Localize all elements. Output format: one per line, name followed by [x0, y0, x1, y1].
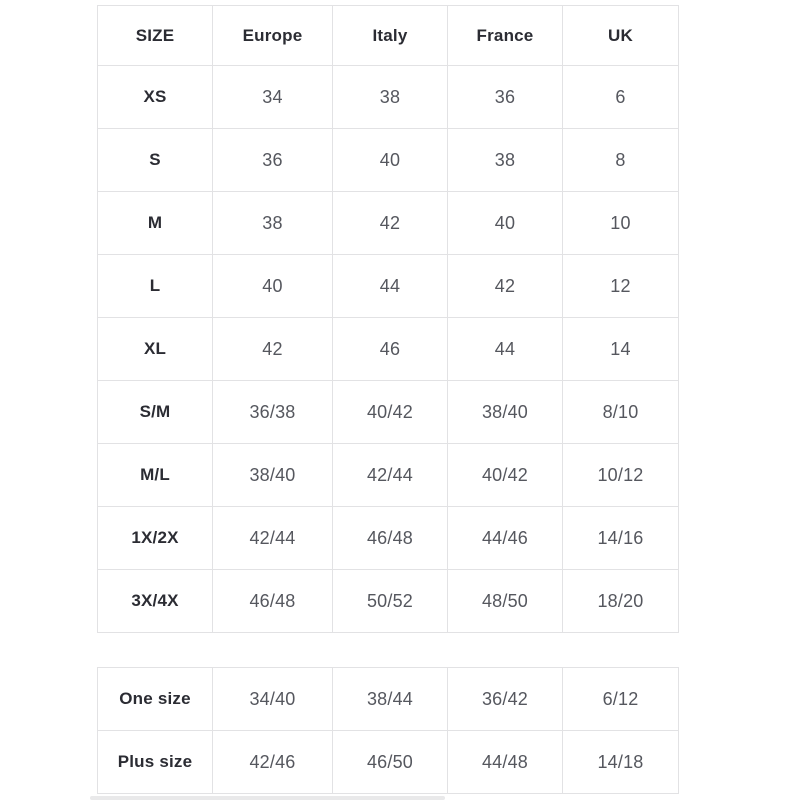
- size-cell: 38: [447, 128, 563, 192]
- size-cell: 38/44: [332, 667, 448, 731]
- size-cell: 12: [562, 254, 679, 318]
- column-header: UK: [562, 5, 679, 66]
- size-cell: 40: [332, 128, 448, 192]
- size-cell: 42/44: [212, 506, 333, 570]
- size-cell: 6/12: [562, 667, 679, 731]
- table-row: 3X/4X 46/48 50/52 48/50 18/20: [97, 569, 679, 633]
- row-label: S: [97, 128, 213, 192]
- table-row: 1X/2X 42/44 46/48 44/46 14/16: [97, 506, 679, 570]
- table-row: Plus size 42/46 46/50 44/48 14/18: [97, 730, 679, 794]
- size-cell: 46/50: [332, 730, 448, 794]
- size-cell: 14/16: [562, 506, 679, 570]
- size-cell: 42/46: [212, 730, 333, 794]
- size-cell: 40: [447, 191, 563, 255]
- size-cell: 40/42: [447, 443, 563, 507]
- size-cell: 34/40: [212, 667, 333, 731]
- size-cell: 42: [332, 191, 448, 255]
- size-cell: 38: [212, 191, 333, 255]
- size-cell: 44: [332, 254, 448, 318]
- row-label: One size: [97, 667, 213, 731]
- size-cell: 42: [447, 254, 563, 318]
- size-cell: 38: [332, 65, 448, 129]
- row-label: M/L: [97, 443, 213, 507]
- table-row: XL 42 46 44 14: [97, 317, 679, 381]
- size-cell: 6: [562, 65, 679, 129]
- row-label: 1X/2X: [97, 506, 213, 570]
- column-header: France: [447, 5, 563, 66]
- size-cell: 46/48: [212, 569, 333, 633]
- table-row: M/L 38/40 42/44 40/42 10/12: [97, 443, 679, 507]
- size-cell: 38/40: [447, 380, 563, 444]
- row-label: M: [97, 191, 213, 255]
- size-cell: 46: [332, 317, 448, 381]
- size-cell: 8: [562, 128, 679, 192]
- size-cell: 40/42: [332, 380, 448, 444]
- size-cell: 14: [562, 317, 679, 381]
- size-cell: 42/44: [332, 443, 448, 507]
- row-label: Plus size: [97, 730, 213, 794]
- row-label: S/M: [97, 380, 213, 444]
- row-label: L: [97, 254, 213, 318]
- size-cell: 44: [447, 317, 563, 381]
- size-conversion-table-body: XS 34 38 36 6 S 36 40 38 8 M 38 42 40 10 L 40 44 42 12 XL 42 4…: [97, 65, 679, 633]
- size-cell: 44/48: [447, 730, 563, 794]
- table-row: One size 34/40 38/44 36/42 6/12: [97, 667, 679, 731]
- size-cell: 18/20: [562, 569, 679, 633]
- size-conversion-table: SIZE Europe Italy France UK XS 34 38 36 6 S 36 40 38…: [97, 5, 679, 633]
- size-cell: 50/52: [332, 569, 448, 633]
- column-header: Europe: [212, 5, 333, 66]
- column-header: SIZE: [97, 5, 213, 66]
- column-header: Italy: [332, 5, 448, 66]
- size-cell: 36: [212, 128, 333, 192]
- table-row: XS 34 38 36 6: [97, 65, 679, 129]
- size-cell: 36/38: [212, 380, 333, 444]
- row-label: 3X/4X: [97, 569, 213, 633]
- size-cell: 40: [212, 254, 333, 318]
- special-sizes-table: One size 34/40 38/44 36/42 6/12 Plus size 42/4…: [97, 667, 679, 794]
- table-row: M 38 42 40 10: [97, 191, 679, 255]
- table-row: S 36 40 38 8: [97, 128, 679, 192]
- size-cell: 46/48: [332, 506, 448, 570]
- size-cell: 48/50: [447, 569, 563, 633]
- row-label: XL: [97, 317, 213, 381]
- size-cell: 10: [562, 191, 679, 255]
- size-cell: 34: [212, 65, 333, 129]
- table-row: S/M 36/38 40/42 38/40 8/10: [97, 380, 679, 444]
- size-cell: 14/18: [562, 730, 679, 794]
- table-row: L 40 44 42 12: [97, 254, 679, 318]
- partial-element-edge: [90, 796, 445, 800]
- size-cell: 36/42: [447, 667, 563, 731]
- size-cell: 8/10: [562, 380, 679, 444]
- size-cell: 38/40: [212, 443, 333, 507]
- row-label: XS: [97, 65, 213, 129]
- size-cell: 42: [212, 317, 333, 381]
- header-row: SIZE Europe Italy France UK: [97, 5, 679, 66]
- size-cell: 44/46: [447, 506, 563, 570]
- size-cell: 36: [447, 65, 563, 129]
- special-sizes-table-body: One size 34/40 38/44 36/42 6/12 Plus size 42/4…: [97, 667, 679, 794]
- size-cell: 10/12: [562, 443, 679, 507]
